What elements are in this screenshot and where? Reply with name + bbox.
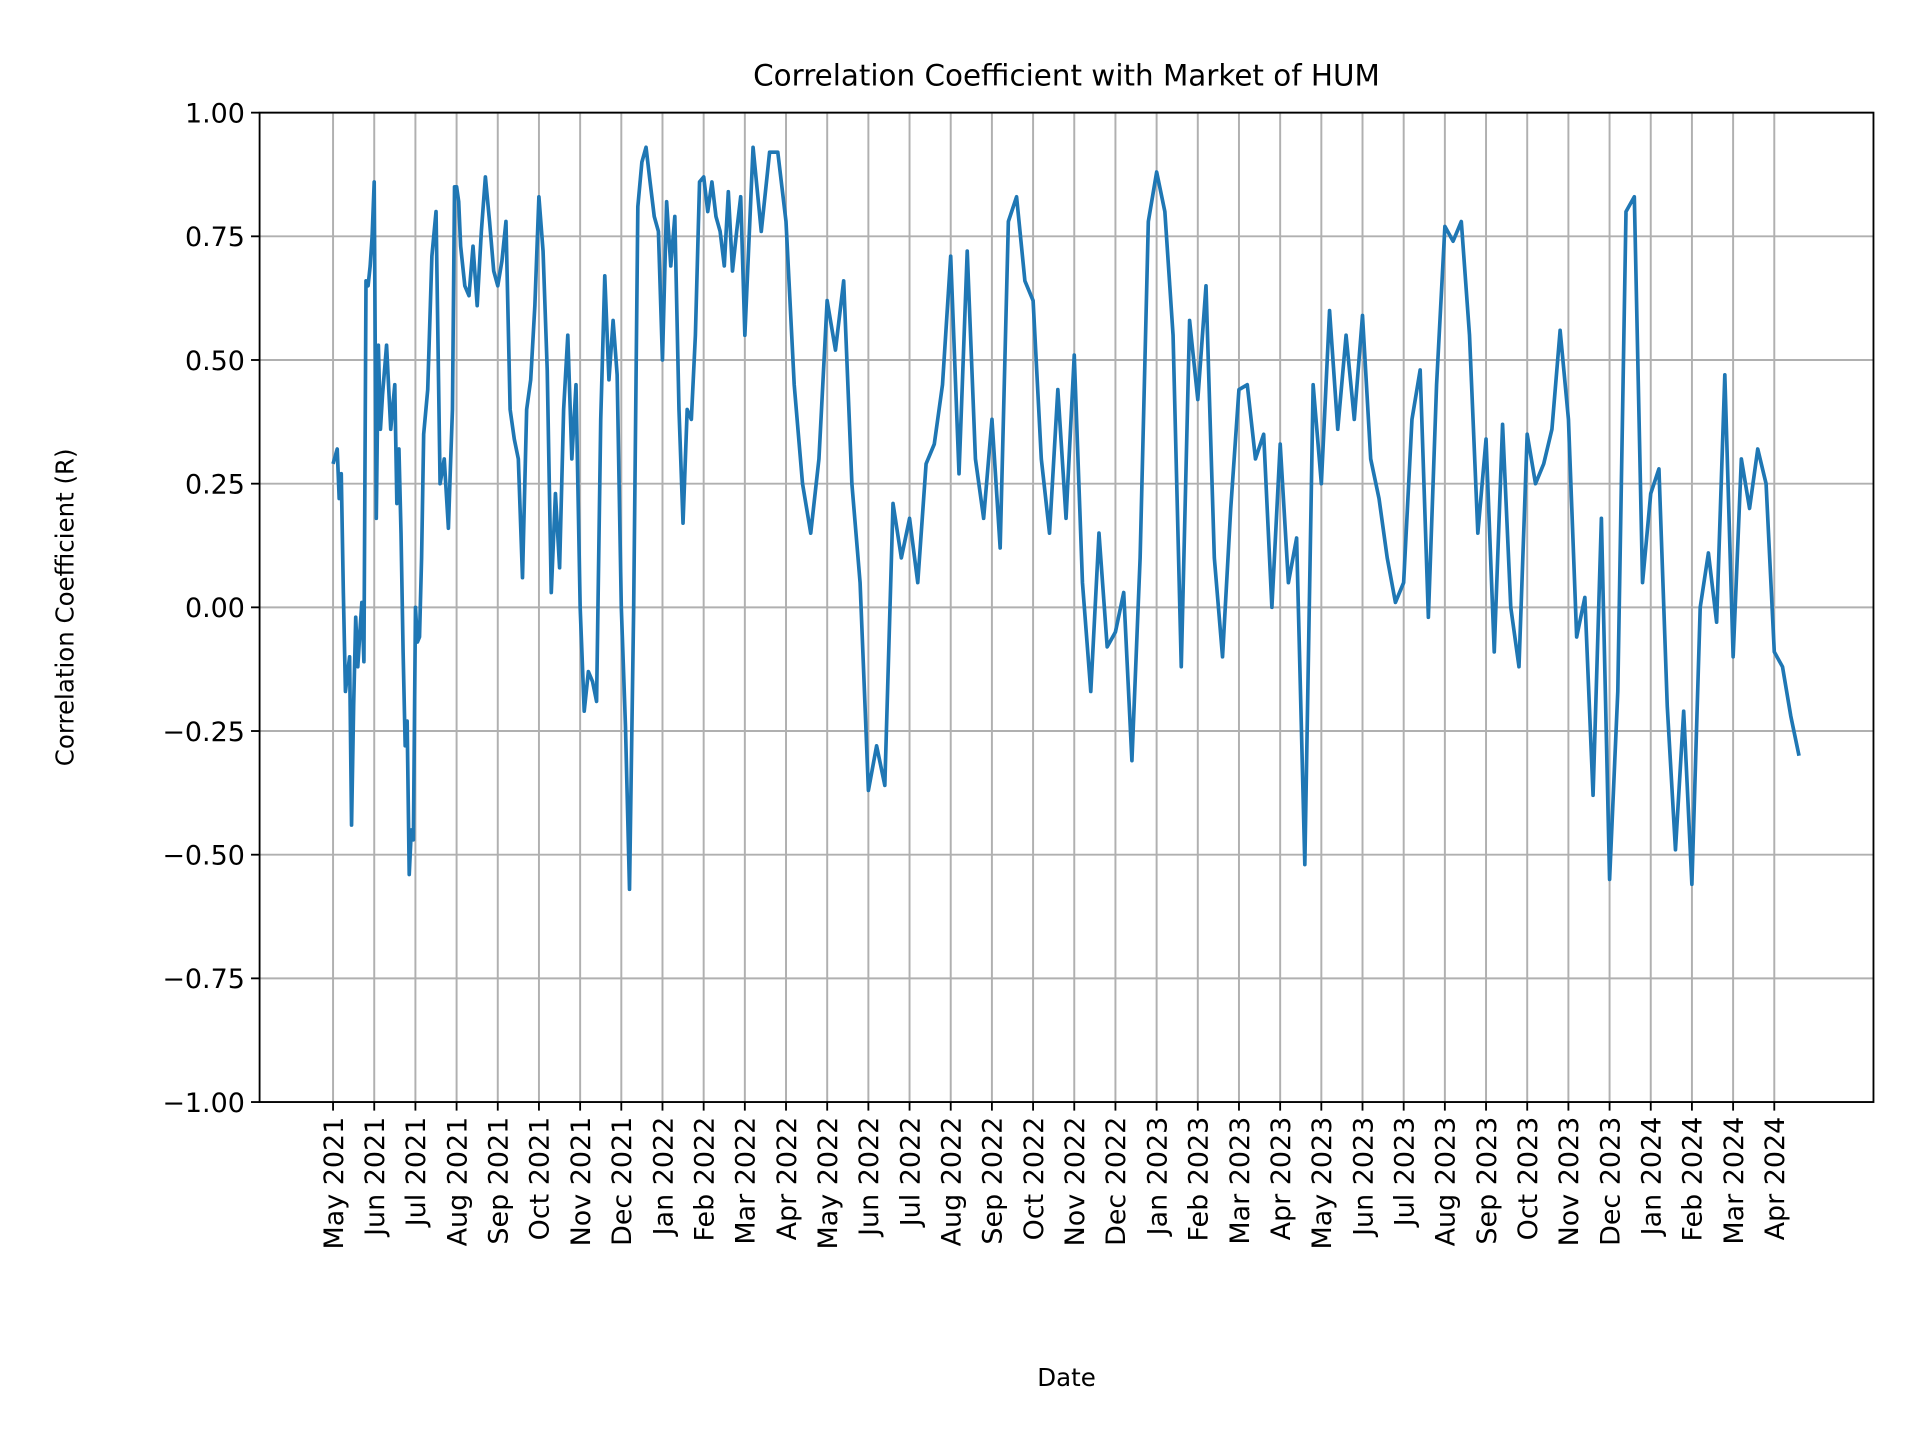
- x-tick-label: Apr 2022: [772, 1117, 803, 1241]
- y-tick-label: −0.50: [162, 840, 245, 871]
- x-tick-label: Nov 2022: [1060, 1117, 1091, 1247]
- x-tick-label: Dec 2023: [1595, 1117, 1626, 1246]
- x-tick-label: Oct 2022: [1019, 1117, 1050, 1241]
- x-tick-label: Jan 2022: [648, 1117, 679, 1238]
- x-tick-label: May 2022: [813, 1117, 844, 1250]
- x-tick-label: Sep 2021: [484, 1117, 515, 1245]
- x-tick-label: May 2023: [1307, 1117, 1338, 1250]
- chart-title: Correlation Coefficient with Market of H…: [753, 59, 1380, 93]
- x-tick-label: Jul 2022: [895, 1117, 926, 1229]
- x-tick-label: Aug 2023: [1431, 1117, 1462, 1247]
- x-tick-label: Mar 2023: [1225, 1117, 1256, 1245]
- x-tick-label: Jun 2023: [1348, 1117, 1379, 1238]
- x-tick-label: Aug 2021: [442, 1117, 473, 1247]
- x-tick-label: Jan 2024: [1637, 1117, 1668, 1238]
- x-tick-label: Sep 2023: [1472, 1117, 1503, 1245]
- plot-frame: [258, 111, 1875, 1103]
- x-tick-label: Jun 2022: [854, 1117, 885, 1238]
- y-tick-label: −0.25: [162, 717, 245, 748]
- x-tick-label: Nov 2023: [1554, 1117, 1585, 1247]
- x-tick-label: Sep 2022: [978, 1117, 1009, 1245]
- y-axis-ticks: 1.00 0.75 0.50 0.25 0.00 −0.25 −0.50 −0.75 −1.00: [162, 98, 260, 1119]
- y-tick-label: −1.00: [162, 1088, 245, 1119]
- y-tick-label: 0.00: [185, 593, 245, 624]
- x-tick-label: Jun 2021: [360, 1117, 391, 1238]
- x-axis-ticks: May 2021 Jun 2021 Jul 2021 Aug 2021 Sep 2021…: [319, 1102, 1791, 1249]
- x-tick-label: Dec 2022: [1101, 1117, 1132, 1246]
- x-tick-label: Feb 2023: [1184, 1117, 1215, 1242]
- y-tick-label: 1.00: [185, 98, 245, 129]
- x-tick-label: Oct 2021: [525, 1117, 556, 1241]
- x-tick-label: Jan 2023: [1142, 1117, 1173, 1238]
- y-tick-label: 0.75: [185, 222, 245, 253]
- x-tick-label: Nov 2021: [566, 1117, 597, 1247]
- x-tick-label: Feb 2024: [1678, 1117, 1709, 1242]
- y-tick-label: −0.75: [162, 964, 245, 995]
- x-tick-label: Feb 2022: [689, 1117, 720, 1242]
- x-tick-label: Aug 2022: [937, 1117, 968, 1247]
- x-tick-label: Apr 2023: [1266, 1117, 1297, 1241]
- x-tick-label: Oct 2023: [1513, 1117, 1544, 1241]
- x-axis-label: Date: [1037, 1363, 1095, 1392]
- x-tick-label: Mar 2022: [731, 1117, 762, 1245]
- y-tick-label: 0.50: [185, 346, 245, 377]
- x-tick-label: Jul 2021: [401, 1117, 432, 1229]
- x-tick-label: Apr 2024: [1760, 1117, 1791, 1241]
- x-tick-label: Mar 2024: [1719, 1117, 1750, 1245]
- x-tick-label: Jul 2023: [1389, 1117, 1420, 1229]
- y-axis-label: Correlation Coefficient (R): [50, 448, 79, 766]
- correlation-line: [331, 145, 1801, 892]
- y-tick-label: 0.25: [185, 469, 245, 500]
- x-tick-label: May 2021: [319, 1117, 350, 1250]
- x-tick-label: Dec 2021: [607, 1117, 638, 1246]
